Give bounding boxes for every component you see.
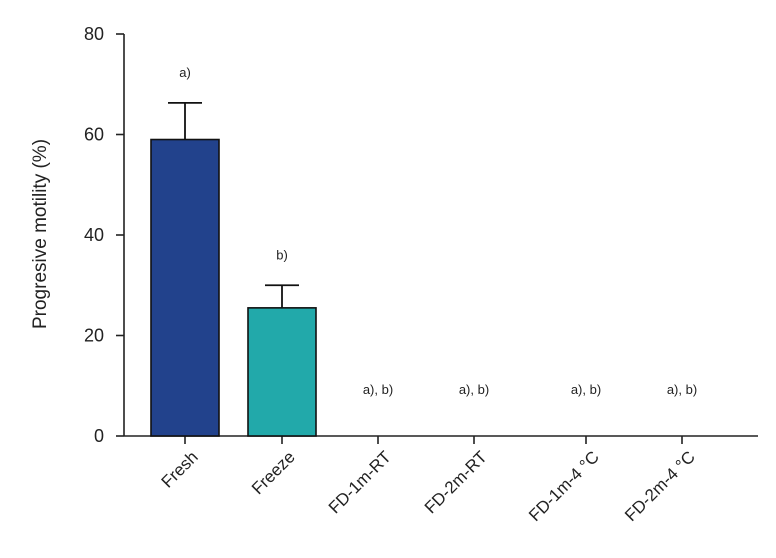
x-tick-label: Freeze bbox=[248, 447, 299, 498]
x-tick-label: FD-2m-RT bbox=[421, 447, 491, 517]
annotations: a) b) a), b) a), b) a), b) a), b) bbox=[179, 65, 697, 397]
y-axis-title: Progresive motility (%) bbox=[30, 139, 51, 329]
y-tick-label: 60 bbox=[84, 125, 104, 145]
significance-label: a), b) bbox=[363, 382, 393, 397]
x-tick-label: FD-2m-4 °C bbox=[621, 447, 699, 525]
significance-label: a) bbox=[179, 65, 191, 80]
significance-label: a), b) bbox=[571, 382, 601, 397]
bar-fresh bbox=[150, 138, 220, 437]
bar-freeze bbox=[247, 307, 317, 437]
y-tick-label: 40 bbox=[84, 225, 104, 245]
significance-label: a), b) bbox=[459, 382, 489, 397]
significance-label: b) bbox=[276, 247, 288, 262]
significance-label: a), b) bbox=[667, 382, 697, 397]
y-tick-label: 20 bbox=[84, 326, 104, 346]
y-tick-label: 80 bbox=[84, 24, 104, 44]
error-bars bbox=[168, 101, 299, 308]
y-tick-label: 0 bbox=[94, 426, 104, 446]
x-tick-label: FD-1m-4 °C bbox=[525, 447, 603, 525]
x-tick-label: Fresh bbox=[158, 447, 202, 491]
axes bbox=[116, 33, 758, 444]
bars bbox=[150, 138, 317, 437]
x-tick-label: FD-1m-RT bbox=[325, 447, 395, 517]
